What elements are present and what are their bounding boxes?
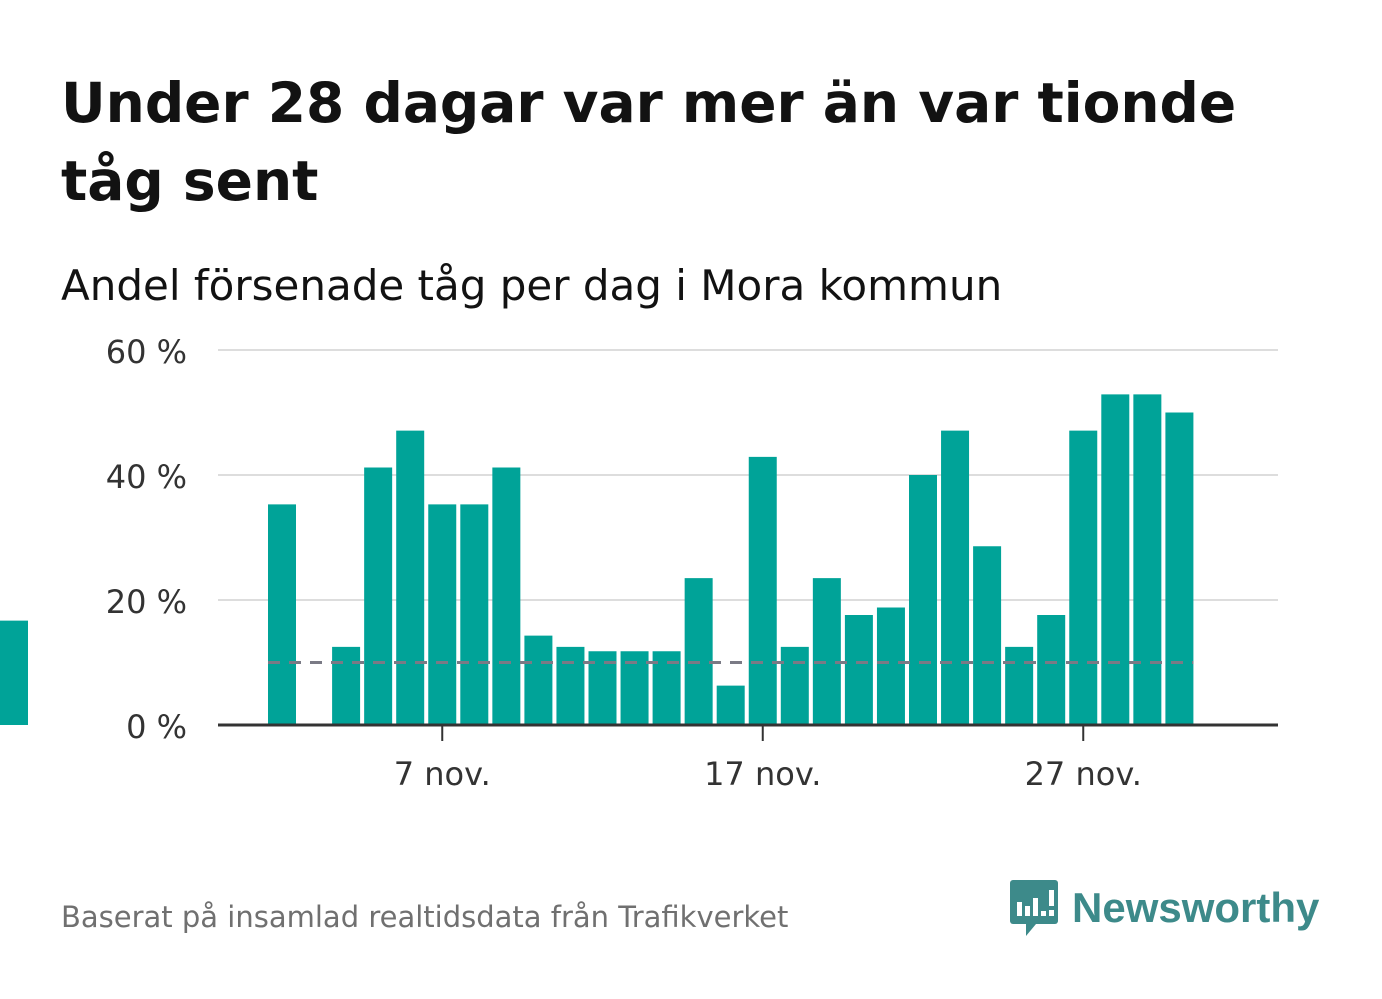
bar	[941, 430, 970, 725]
newsworthy-brand: Newsworthy	[1010, 878, 1319, 938]
bar	[428, 504, 457, 725]
bar	[909, 475, 937, 725]
y-tick-label: 60 %	[106, 333, 187, 371]
newsworthy-logo-icon	[1010, 880, 1058, 936]
bar	[1101, 394, 1130, 725]
bar	[460, 504, 489, 725]
x-tick-label: 7 nov.	[394, 755, 491, 793]
bar-chart: 0 % 20 % 40 % 60 % 7 nov. 17 nov. 27 nov.	[0, 333, 1278, 793]
bar	[332, 646, 361, 725]
bar	[812, 578, 841, 725]
bar	[524, 635, 553, 725]
bar	[396, 430, 425, 725]
y-tick-label: 0 %	[126, 708, 187, 746]
chart-subtitle: Andel försenade tåg per dag i Mora kommu…	[61, 261, 1003, 310]
bar	[876, 607, 905, 725]
axes: 0 % 20 % 40 % 60 % 7 nov. 17 nov. 27 nov.	[106, 333, 1278, 793]
bar	[973, 546, 1002, 725]
y-tick-label: 20 %	[106, 583, 187, 621]
bar	[1165, 412, 1194, 725]
bar	[0, 620, 28, 725]
x-tick-label: 27 nov.	[1025, 755, 1142, 793]
bars	[0, 394, 1194, 725]
bar	[364, 467, 393, 725]
bar	[780, 646, 809, 725]
bar	[844, 615, 873, 725]
source-note: Baserat på insamlad realtidsdata från Tr…	[61, 900, 789, 934]
y-tick-label: 40 %	[106, 458, 187, 496]
x-tick-label: 17 nov.	[704, 755, 821, 793]
bar	[492, 467, 521, 725]
bar	[556, 646, 585, 725]
bar	[1069, 430, 1098, 725]
bar	[684, 578, 713, 725]
bar	[748, 456, 777, 725]
bar	[268, 504, 296, 725]
brand-name: Newsworthy	[1072, 884, 1320, 931]
bar	[1037, 615, 1066, 725]
bar	[1133, 394, 1162, 725]
bar	[1005, 646, 1034, 725]
chart-title: Under 28 dagar var mer än var tionde tåg…	[61, 71, 1237, 213]
bar	[716, 685, 745, 725]
